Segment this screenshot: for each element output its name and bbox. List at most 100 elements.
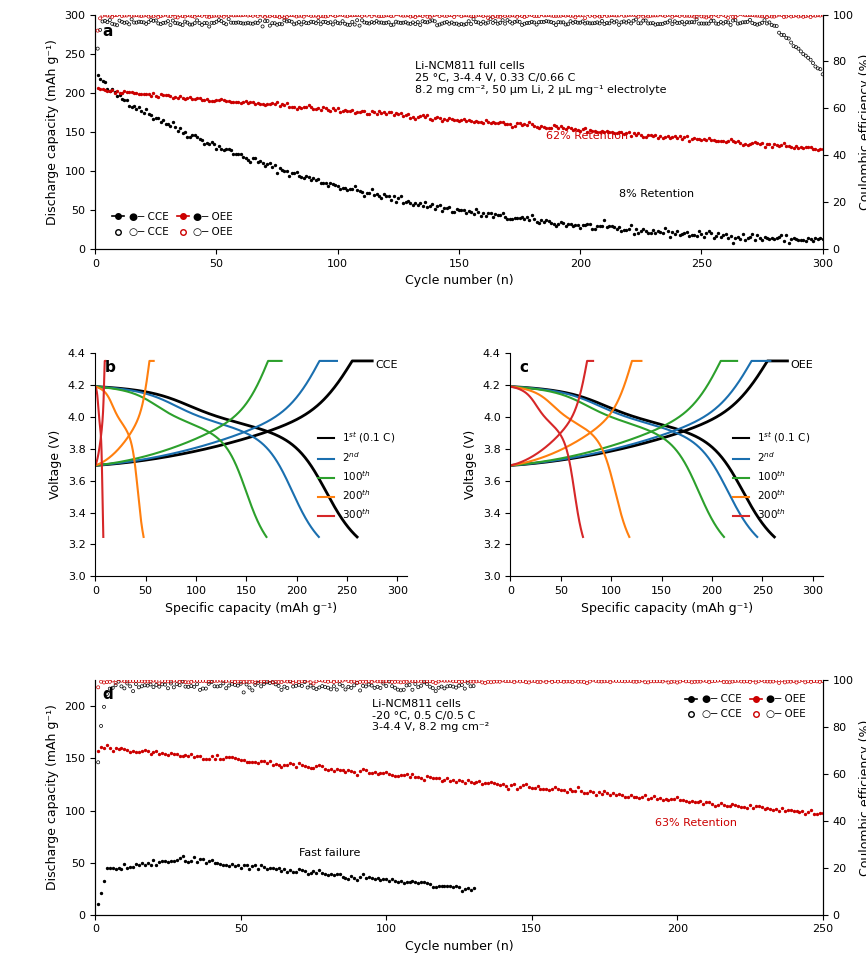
Point xyxy=(91,23,105,39)
Point xyxy=(557,782,571,798)
Point xyxy=(612,8,626,23)
Point xyxy=(187,849,201,864)
Point xyxy=(612,220,626,235)
Point xyxy=(807,674,821,689)
Point xyxy=(377,765,391,780)
Point xyxy=(544,121,558,136)
Point xyxy=(339,765,352,780)
Point xyxy=(103,13,117,28)
Point xyxy=(397,15,410,30)
Point xyxy=(377,871,391,887)
Point xyxy=(386,8,400,23)
Point xyxy=(469,674,483,689)
Point xyxy=(106,81,120,97)
Text: Li-NCM811 full cells
25 °C, 3-4.4 V, 0.33 C/0.66 C
8.2 mg cm⁻², 50 μm Li, 2 μL m: Li-NCM811 full cells 25 °C, 3-4.4 V, 0.3… xyxy=(416,61,667,95)
Point xyxy=(495,114,509,130)
Point xyxy=(534,118,548,134)
Point xyxy=(239,93,253,108)
Point xyxy=(158,116,172,132)
Point xyxy=(391,874,404,890)
Point xyxy=(734,799,748,814)
Point xyxy=(495,7,509,22)
Point xyxy=(280,96,294,111)
Point xyxy=(215,91,229,106)
Point xyxy=(304,14,318,29)
Point xyxy=(571,123,585,138)
Point xyxy=(164,745,178,761)
Point xyxy=(146,111,160,127)
Point xyxy=(333,182,347,197)
Point xyxy=(406,15,420,30)
Point xyxy=(612,124,626,139)
Point xyxy=(561,8,575,23)
Point xyxy=(188,92,202,107)
Point xyxy=(426,681,440,696)
Point xyxy=(440,200,454,216)
Point xyxy=(786,8,800,23)
Point xyxy=(564,216,578,231)
Point xyxy=(809,59,823,75)
Point xyxy=(561,119,575,135)
Point xyxy=(430,109,444,125)
Point xyxy=(373,681,387,696)
Point xyxy=(134,86,148,102)
Point xyxy=(711,673,725,688)
Point xyxy=(510,673,524,688)
Point xyxy=(155,673,169,688)
Point xyxy=(455,883,469,898)
Y-axis label: Discharge capacity (mAh g⁻¹): Discharge capacity (mAh g⁻¹) xyxy=(46,705,59,891)
Point xyxy=(324,673,338,688)
Point xyxy=(275,759,288,774)
Point xyxy=(522,675,536,690)
Point xyxy=(142,106,156,122)
Point xyxy=(236,150,250,166)
Point xyxy=(240,857,254,872)
Point xyxy=(285,8,299,23)
Point xyxy=(661,15,675,30)
Point xyxy=(445,8,459,23)
Point xyxy=(513,210,527,226)
Point xyxy=(559,16,572,32)
Point xyxy=(197,7,211,22)
Point xyxy=(152,89,165,105)
Point xyxy=(501,781,515,797)
Point xyxy=(534,6,548,21)
Point xyxy=(537,15,551,30)
Point xyxy=(598,212,611,227)
Point xyxy=(578,15,592,31)
Point xyxy=(144,8,158,23)
Point xyxy=(166,90,180,106)
Point xyxy=(431,680,445,695)
Point xyxy=(551,674,565,689)
Point xyxy=(510,781,524,797)
Point xyxy=(391,106,405,122)
Point xyxy=(242,754,256,770)
Point xyxy=(532,15,546,30)
Point xyxy=(318,680,332,695)
Point xyxy=(682,8,696,23)
Point xyxy=(772,138,786,154)
Point xyxy=(441,679,455,694)
Point xyxy=(417,772,431,788)
Point xyxy=(663,13,677,28)
Point xyxy=(726,797,740,812)
Point xyxy=(586,785,600,801)
Point xyxy=(355,9,369,24)
Point xyxy=(265,15,279,31)
Point xyxy=(362,674,376,689)
Point xyxy=(566,219,580,234)
Point xyxy=(249,675,262,690)
Point xyxy=(629,221,643,236)
Point xyxy=(476,205,490,221)
Point xyxy=(578,120,592,136)
Point xyxy=(503,116,517,132)
Point xyxy=(615,15,629,30)
Point xyxy=(691,674,705,689)
Point xyxy=(572,779,585,795)
Point xyxy=(164,674,178,689)
Point xyxy=(389,106,403,121)
Point xyxy=(242,862,256,877)
Point xyxy=(377,15,391,31)
Point xyxy=(382,15,396,30)
Point xyxy=(595,14,609,29)
